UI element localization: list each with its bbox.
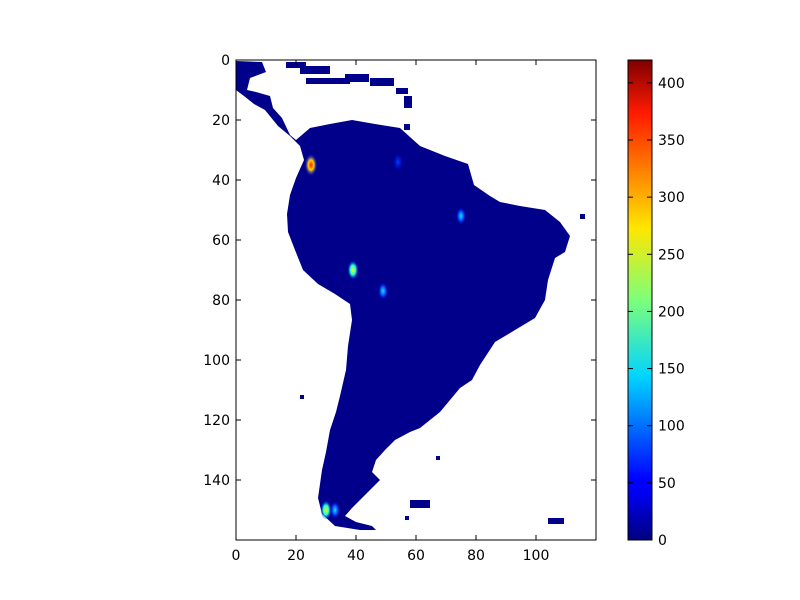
- island: [300, 66, 330, 74]
- y-tick-label: 80: [212, 293, 230, 309]
- colorbar-tick-label: 200: [658, 304, 685, 320]
- island: [410, 500, 430, 508]
- x-tick-label: 80: [467, 548, 485, 564]
- hotspot: [304, 153, 318, 177]
- y-tick-label: 20: [212, 113, 230, 129]
- y-axis: 0 20 40 60 80 100 120 140: [203, 53, 596, 489]
- island: [396, 88, 408, 94]
- land-south-america: [236, 61, 570, 530]
- hotspot: [347, 260, 359, 280]
- y-tick-label: 0: [221, 53, 230, 69]
- hotspot: [393, 153, 403, 171]
- island: [548, 518, 564, 524]
- colorbar-axis: 0 50 100 150 200 250 300 350 400: [628, 76, 685, 549]
- hotspot: [330, 501, 340, 519]
- colorbar-tick-label: 150: [658, 362, 685, 378]
- colorbar-tick-label: 100: [658, 419, 685, 435]
- hotspot: [320, 500, 332, 520]
- y-tick-label: 60: [212, 233, 230, 249]
- x-tick-label: 0: [232, 548, 241, 564]
- y-tick-label: 140: [203, 473, 230, 489]
- island: [404, 96, 412, 108]
- y-tick-label: 100: [203, 353, 230, 369]
- colorbar-tick-label: 350: [658, 133, 685, 149]
- colorbar-tick-label: 250: [658, 247, 685, 263]
- island: [580, 214, 585, 219]
- island: [306, 78, 350, 84]
- island: [405, 516, 409, 520]
- island: [370, 78, 394, 86]
- x-tick-label: 40: [347, 548, 365, 564]
- island: [436, 456, 440, 460]
- y-tick-label: 40: [212, 173, 230, 189]
- island: [345, 74, 369, 82]
- hotspot: [456, 207, 466, 225]
- colorbar-tick-label: 0: [658, 533, 667, 549]
- colorbar-tick-label: 400: [658, 76, 685, 92]
- hotspots-layer: [304, 153, 466, 520]
- y-tick-label: 120: [203, 413, 230, 429]
- x-tick-label: 100: [523, 548, 550, 564]
- island: [300, 395, 304, 399]
- colorbar-tick-label: 300: [658, 190, 685, 206]
- x-tick-label: 20: [287, 548, 305, 564]
- heatmap-image: [236, 60, 596, 540]
- colorbar: [627, 59, 653, 541]
- x-axis: 0 20 40 60 80 100: [232, 60, 550, 564]
- x-tick-label: 60: [407, 548, 425, 564]
- island: [404, 124, 410, 130]
- colorbar-tick-label: 50: [658, 476, 676, 492]
- hotspot: [378, 282, 388, 300]
